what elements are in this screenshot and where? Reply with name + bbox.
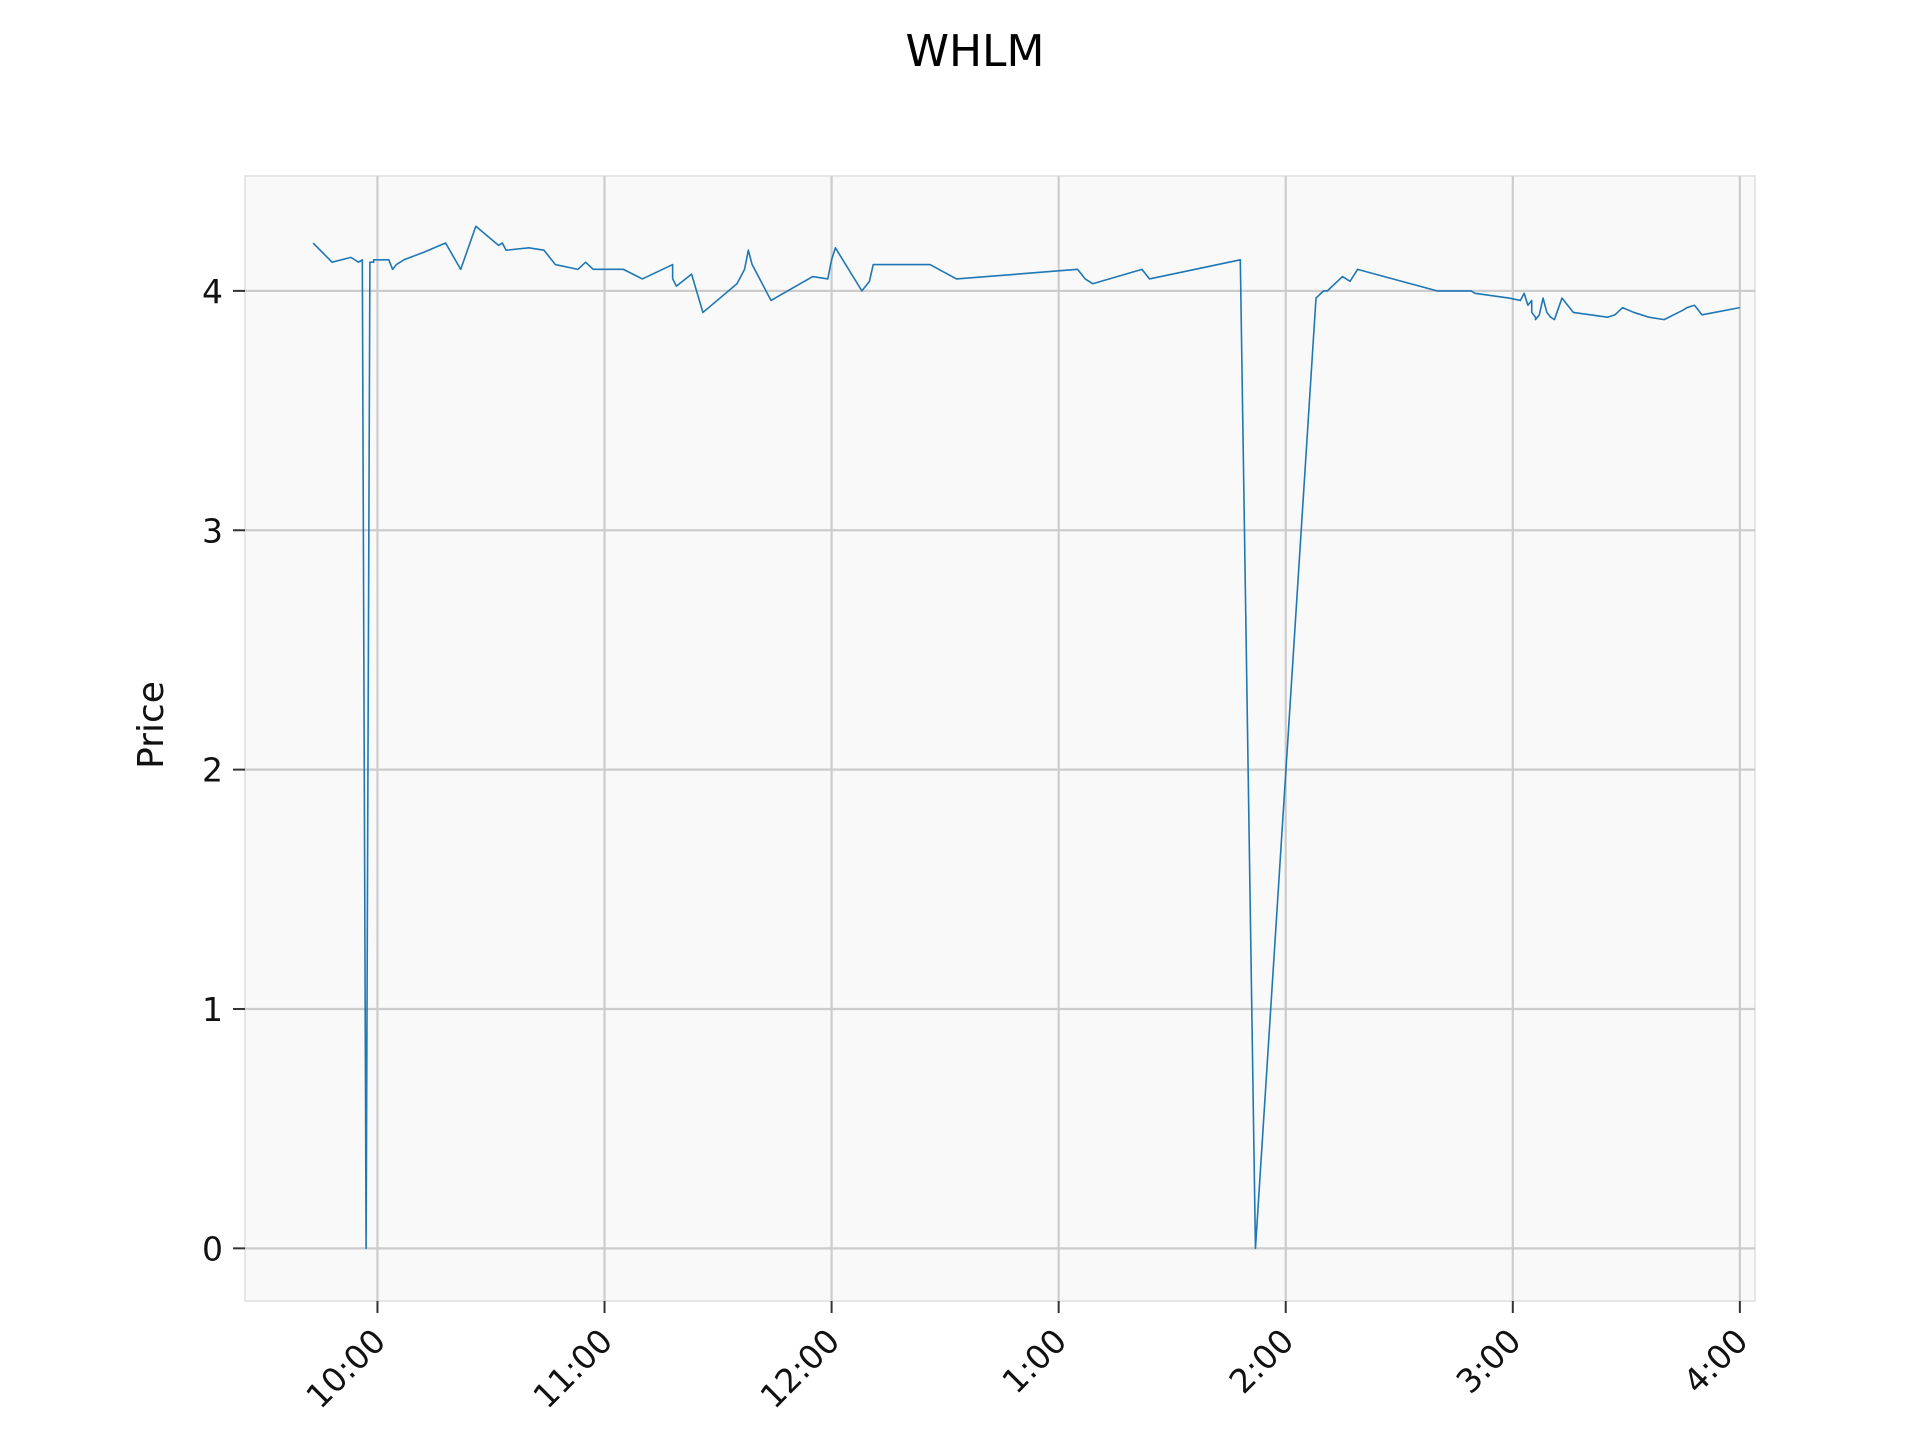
chart-title: WHLM	[905, 26, 1044, 77]
grid-lines	[245, 176, 1755, 1301]
plot-area	[244, 175, 1756, 1302]
y-tick-label: 1	[202, 990, 223, 1029]
y-tick-label: 3	[202, 511, 223, 550]
y-axis-ticks: 0 1 2 3 4	[202, 272, 245, 1268]
price-line	[312, 225, 1741, 1250]
y-tick-label: 4	[202, 272, 223, 311]
y-tick-label: 2	[202, 751, 223, 790]
y-axis-label: Price	[131, 681, 172, 769]
y-tick-label: 0	[202, 1229, 223, 1268]
